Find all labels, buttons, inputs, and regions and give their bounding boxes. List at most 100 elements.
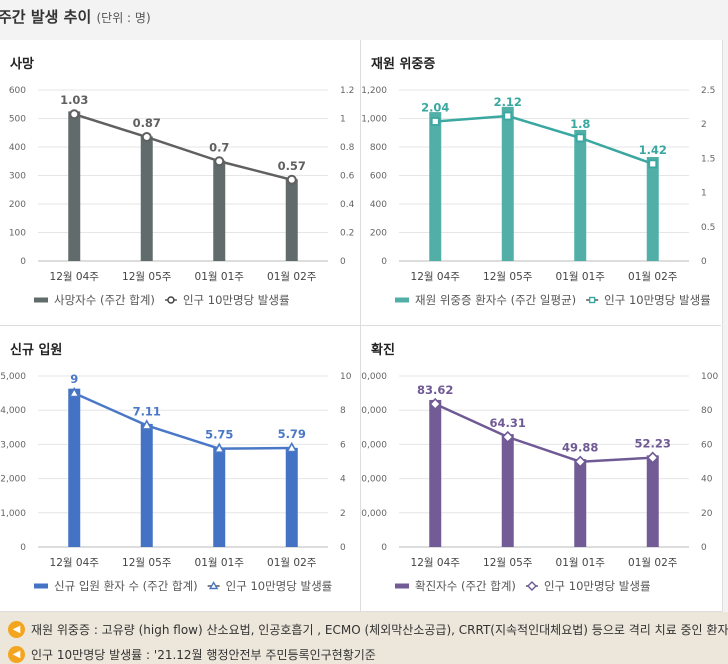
y-left-tick-label: 3,000: [0, 440, 26, 450]
data-label: 52.23: [635, 437, 671, 451]
y-right-tick-label: 8: [340, 406, 346, 416]
y-left-tick-label: 200: [9, 200, 26, 210]
x-tick-label: 01월 01주: [556, 271, 606, 283]
rate-point: [285, 441, 298, 453]
chart-title: 사망: [10, 56, 34, 72]
chart-title: 재원 위중증: [371, 57, 435, 72]
y-right-tick-label: 1.2: [340, 86, 354, 96]
legend-bar-label: 사망자수 (주간 합계): [54, 293, 155, 307]
rate-point: [648, 159, 658, 169]
y-left-tick-label: 600: [370, 172, 387, 182]
y-right-tick-label: 2.5: [701, 86, 715, 96]
chart-title: 확진: [371, 342, 395, 358]
y-right-tick-label: 60: [701, 440, 713, 450]
chart-panel-confirmed: 확진 0 10,000 20,000 30,000 40,000 50,000 0 20 40 60…: [361, 326, 721, 611]
footnotes: ◀ 재원 위중증 : 고유량 (high flow) 산소요법, 인공호흡기 ,…: [0, 612, 728, 664]
severe-chart: 재원 위중증 0 200 400 600 800 1,000 1,200 0 0.5 1 1.5 2 2.…: [361, 57, 715, 307]
bar: [285, 179, 298, 261]
legend-line-label: 인구 10만명당 발생률: [226, 579, 333, 593]
x-tick-label: 12월 05주: [483, 271, 533, 283]
y-right-tick-label: 0.5: [701, 223, 715, 233]
rate-point: [68, 386, 81, 398]
x-tick-label: 01월 01주: [556, 557, 606, 569]
bar: [501, 106, 514, 261]
rate-point: [503, 111, 513, 121]
y-left-tick-label: 40,000: [361, 406, 387, 416]
data-label: 64.31: [490, 416, 526, 430]
y-right-tick-label: 100: [701, 372, 718, 382]
legend-line-label: 인구 10만명당 발생률: [604, 293, 711, 307]
rate-point: [213, 442, 226, 453]
rate-point: [575, 133, 585, 143]
rate-point: [140, 419, 153, 430]
footnote-text: 재원 위중증 : 고유량 (high flow) 산소요법, 인공호흡기 , E…: [31, 623, 728, 637]
y-right-tick-label: 1: [340, 115, 346, 125]
y-left-tick-label: 100: [9, 229, 26, 239]
bar: [285, 447, 298, 547]
y-left-tick-label: 600: [9, 86, 26, 96]
data-label: 5.75: [205, 428, 233, 442]
chart-panel-admissions: 신규 입원 0 1,000 2,000 3,000 4,000 5,000 0 2 4 6 8 10 12…: [0, 326, 361, 611]
data-label: 83.62: [417, 383, 453, 397]
y-right-tick-label: 20: [701, 509, 713, 519]
y-left-tick-label: 0: [381, 543, 387, 553]
data-label: 0.87: [133, 116, 161, 130]
y-right-tick-label: 0: [340, 543, 346, 553]
legend-line-marker: [167, 296, 175, 304]
y-left-tick-label: 0: [20, 257, 26, 267]
y-left-tick-label: 5,000: [0, 372, 26, 382]
data-label: 5.79: [278, 427, 306, 441]
rate-point: [286, 174, 297, 185]
page-title-text: 주간 발생 추이: [0, 8, 92, 26]
bar: [574, 129, 587, 261]
x-tick-label: 01월 02주: [628, 271, 678, 283]
bar: [429, 399, 442, 547]
bar: [646, 156, 659, 261]
chart-panel-deaths: 사망 0 100 200 300 400 500 600 0 0.2 0.4 0.6 0.8 1 1.2 12…: [0, 40, 361, 326]
x-tick-label: 12월 05주: [122, 271, 172, 283]
rate-point: [646, 451, 659, 464]
bar: [646, 455, 659, 547]
x-tick-label: 01월 02주: [267, 557, 317, 569]
confirmed-chart: 확진 0 10,000 20,000 30,000 40,000 50,000 0 20 40 60…: [361, 342, 718, 593]
rate-point: [501, 430, 514, 444]
legend-bar-swatch: [395, 583, 409, 589]
legend-line-label: 인구 10만명당 발생률: [183, 293, 290, 307]
speaker-icon: ◀: [8, 621, 25, 638]
y-right-tick-label: 0.8: [340, 143, 355, 153]
y-left-tick-label: 1,000: [361, 115, 387, 125]
bar: [429, 112, 442, 262]
data-label: 1.42: [639, 143, 667, 157]
chart-panel-severe: 재원 위중증 0 200 400 600 800 1,000 1,200 0 0.5 1 1.5 2 2.…: [361, 40, 721, 326]
rate-line: [435, 114, 654, 166]
x-tick-label: 12월 04주: [50, 557, 100, 569]
legend-bar-swatch: [34, 297, 48, 303]
admissions-chart: 신규 입원 0 1,000 2,000 3,000 4,000 5,000 0 2 4 6 8 10 12…: [0, 343, 352, 593]
legend-line-label: 인구 10만명당 발생률: [544, 579, 651, 593]
y-left-tick-label: 1,000: [0, 509, 26, 519]
y-left-tick-label: 20,000: [361, 475, 387, 485]
bar: [140, 136, 153, 261]
rate-point: [214, 156, 225, 167]
y-left-tick-label: 1,200: [361, 86, 387, 96]
y-right-tick-label: 10: [340, 372, 352, 382]
legend-line-marker: [526, 581, 537, 591]
footnote-population-basis: ◀ 인구 10만명당 발생률 : '21.12월 행정안전부 주민등록인구현황기…: [8, 646, 376, 663]
data-label: 1.03: [60, 93, 88, 107]
data-label: 9: [70, 372, 78, 386]
y-left-tick-label: 0: [20, 543, 26, 553]
y-right-tick-label: 4: [340, 475, 346, 485]
rate-point: [69, 109, 80, 120]
rate-point: [430, 117, 440, 126]
legend-line-marker: [208, 581, 219, 590]
y-right-tick-label: 40: [701, 475, 713, 485]
data-label: 0.57: [278, 159, 306, 173]
bar: [68, 111, 81, 261]
y-right-tick-label: 6: [340, 440, 346, 450]
y-right-tick-label: 0: [701, 543, 707, 553]
page-unit: (단위 : 명): [96, 11, 151, 25]
page-title: 주간 발생 추이 (단위 : 명): [0, 6, 151, 27]
x-tick-label: 01월 02주: [267, 271, 317, 283]
data-label: 1.8: [570, 117, 590, 131]
y-right-tick-label: 0: [701, 257, 707, 267]
